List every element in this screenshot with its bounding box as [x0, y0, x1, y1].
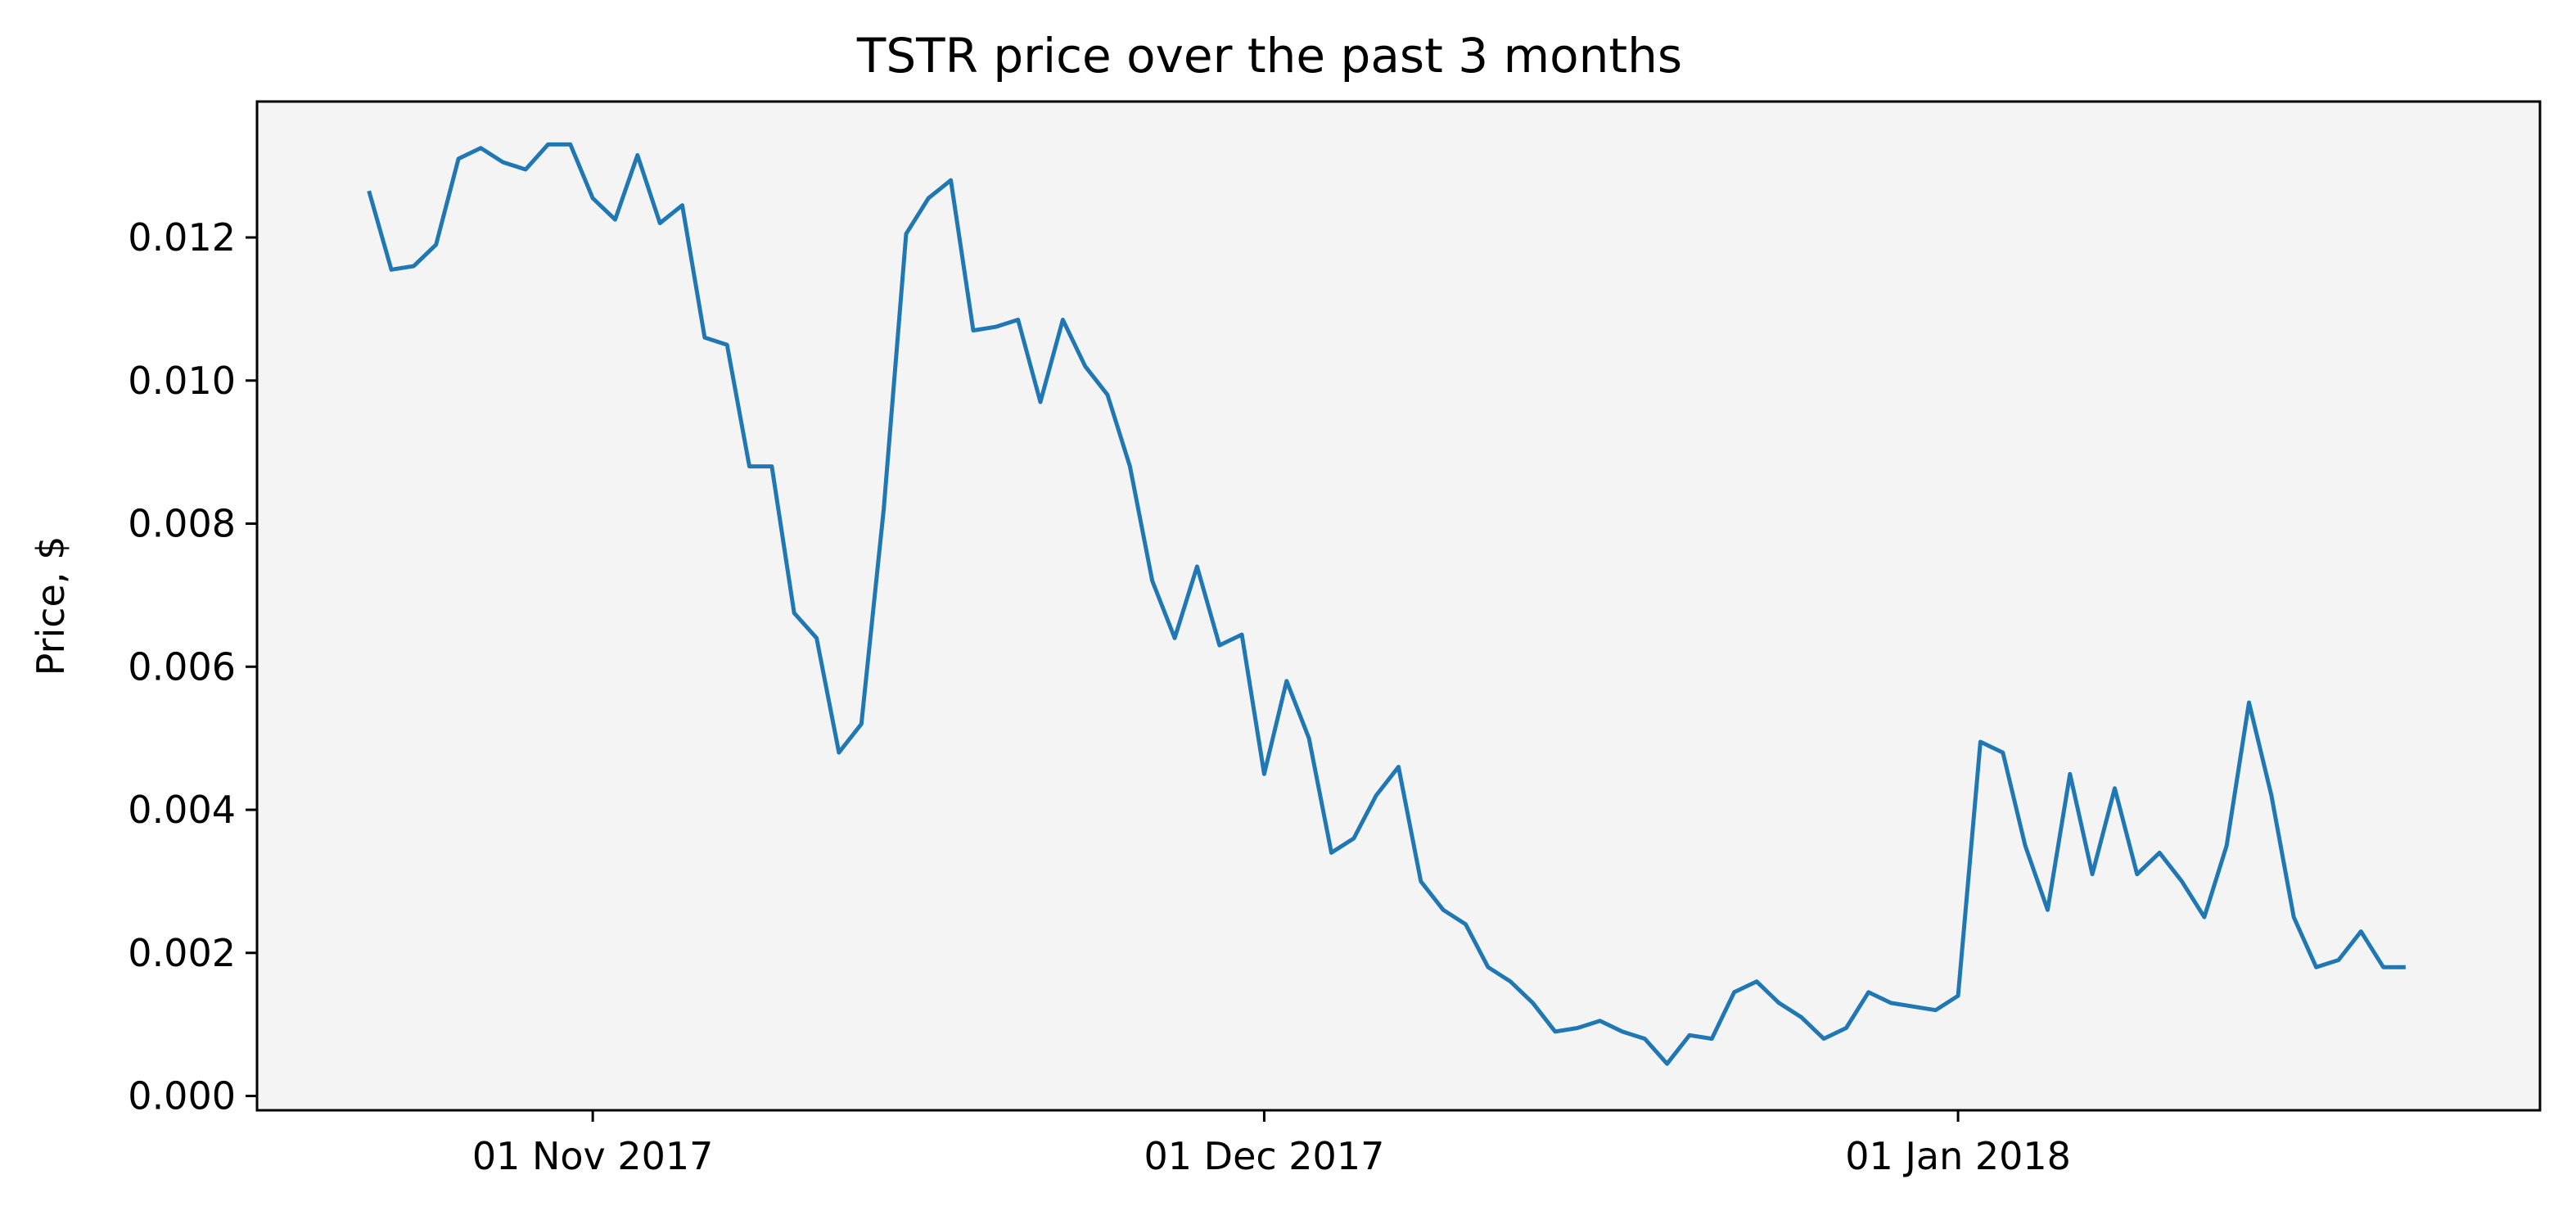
y-tick-label: 0.000 [128, 1074, 236, 1118]
y-axis-label: Price, $ [29, 536, 73, 676]
x-axis: 01 Nov 2017 01 Dec 2017 01 Jan 2018 [472, 1110, 2071, 1178]
x-tick-label: 01 Dec 2017 [1144, 1134, 1385, 1178]
y-tick-label: 0.012 [128, 215, 236, 260]
y-tick-label: 0.006 [128, 644, 236, 689]
price-line [367, 142, 2406, 1066]
plot-frame [255, 100, 2542, 1112]
y-axis: 0.000 0.002 0.004 0.006 0.008 0.010 0.012 [128, 215, 257, 1118]
x-tick-label: 01 Nov 2017 [472, 1134, 714, 1178]
y-tick-label: 0.004 [128, 788, 236, 832]
x-tick-label: 01 Jan 2018 [1845, 1134, 2071, 1178]
plot-area [257, 102, 2540, 1110]
y-tick-label: 0.010 [128, 359, 236, 403]
y-tick-label: 0.008 [128, 502, 236, 546]
chart-title: TSTR price over the past 3 months [856, 28, 1682, 84]
y-tick-label: 0.002 [128, 931, 236, 975]
